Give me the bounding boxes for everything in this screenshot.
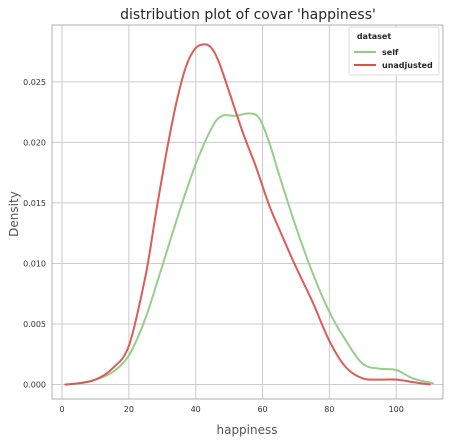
- legend-label-unadjusted: unadjusted: [382, 61, 433, 70]
- series-line-unadjusted: [64, 43, 431, 386]
- x-tick-label: 0: [59, 405, 64, 414]
- legend-label-self: self: [382, 48, 399, 57]
- legend-box: [348, 26, 440, 76]
- chart-title: distribution plot of covar 'happiness': [120, 7, 376, 23]
- legend: dataset self unadjusted: [348, 26, 440, 76]
- y-tick-label: 0.020: [23, 138, 46, 147]
- y-tick-label: 0.000: [23, 380, 46, 389]
- x-tick-label: 80: [324, 405, 334, 414]
- x-tick-label: 100: [389, 405, 404, 414]
- y-tick-label: 0.005: [23, 320, 46, 329]
- plot-frame: [51, 24, 444, 400]
- y-tick-label: 0.010: [23, 259, 46, 268]
- legend-title: dataset: [357, 32, 392, 41]
- series-line-self: [64, 112, 434, 386]
- x-tick-label: 60: [257, 405, 267, 414]
- y-tick-label: 0.025: [23, 78, 46, 87]
- plot-series: [64, 43, 434, 386]
- y-tick-label: 0.015: [23, 199, 46, 208]
- x-tick-label: 40: [191, 405, 201, 414]
- y-axis-label: Density: [7, 191, 21, 237]
- grid: [52, 25, 443, 399]
- x-tick-label: 20: [124, 405, 134, 414]
- tick-labels: 0 20 40 60 80 100 0.000 0.005 0.010 0.015 0.020 0.0…: [23, 78, 404, 414]
- x-axis-label: happiness: [216, 423, 277, 437]
